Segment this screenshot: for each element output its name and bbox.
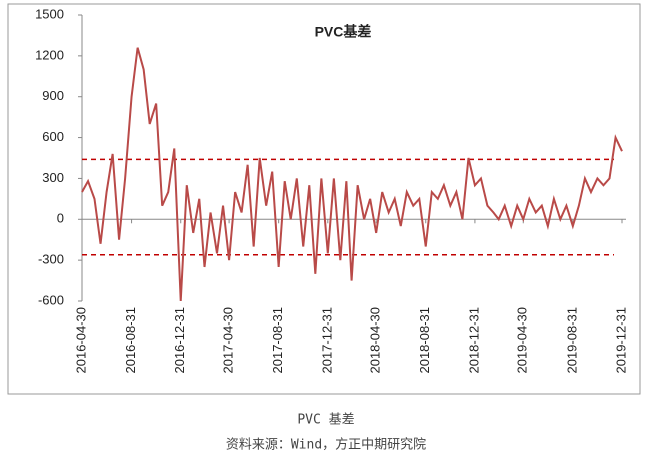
y-tick-label: -300 [38,252,64,267]
y-tick-label: 1200 [35,47,64,62]
y-tick-label: -600 [38,292,64,307]
x-tick-label: 2016-12-31 [172,307,187,374]
x-tick-label: 2018-12-31 [466,307,481,374]
x-tick-label: 2019-08-31 [564,307,579,374]
x-tick-label: 2017-08-31 [270,307,285,374]
chart-border [7,3,641,395]
x-tick-label: 2019-04-30 [515,307,530,374]
source: 资料来源：Wind，方正中期研究院 [226,437,426,453]
y-tick-label: 0 [57,211,64,226]
x-tick-label: 2017-04-30 [221,307,236,374]
y-tick-label: 1500 [35,6,64,21]
caption: PVC 基差 [297,413,354,428]
x-tick-label: 2016-08-31 [123,307,138,374]
x-tick-label: 2017-12-31 [319,307,334,374]
y-tick-label: 300 [42,170,64,185]
x-tick-label: 2018-04-30 [368,307,383,374]
x-tick-label: 2018-08-31 [417,307,432,374]
x-tick-label: 2016-04-30 [73,307,88,374]
data-line [81,47,623,302]
y-tick-label: 900 [42,88,64,103]
chart-title: PVC基差 [315,24,372,40]
y-tick-label: 600 [42,129,64,144]
x-tick-label: 2019-12-31 [613,307,628,374]
